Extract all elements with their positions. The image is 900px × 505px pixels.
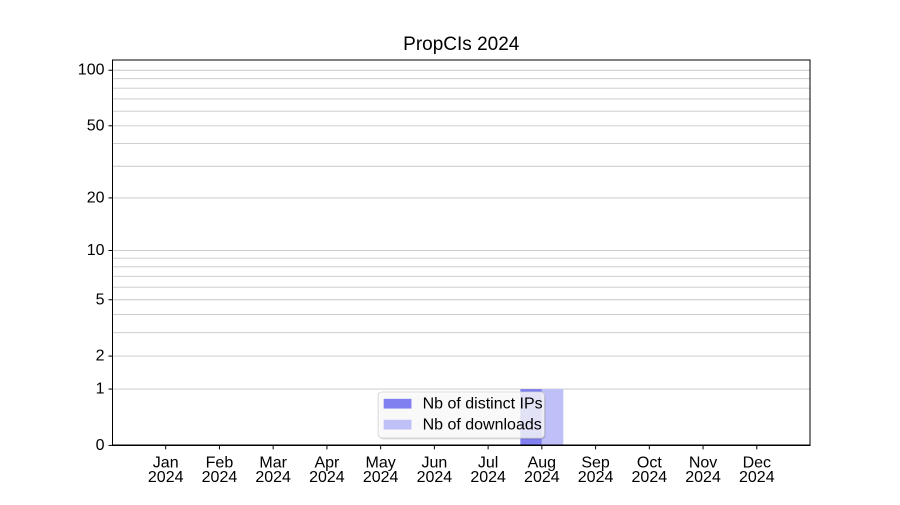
svg-text:2024: 2024 <box>148 469 184 486</box>
svg-text:2024: 2024 <box>739 469 775 486</box>
svg-text:0: 0 <box>96 437 105 454</box>
svg-text:2024: 2024 <box>202 469 238 486</box>
svg-text:5: 5 <box>96 291 105 308</box>
svg-text:Nb of distinct IPs: Nb of distinct IPs <box>423 396 543 413</box>
svg-text:10: 10 <box>87 242 105 259</box>
svg-text:2024: 2024 <box>309 469 345 486</box>
svg-text:50: 50 <box>87 117 105 134</box>
svg-text:1: 1 <box>96 381 105 398</box>
svg-text:2024: 2024 <box>685 469 721 486</box>
svg-text:PropCIs 2024: PropCIs 2024 <box>403 34 520 55</box>
svg-text:100: 100 <box>78 62 105 79</box>
svg-text:2024: 2024 <box>363 469 399 486</box>
svg-text:20: 20 <box>87 189 105 206</box>
svg-text:2024: 2024 <box>578 469 614 486</box>
svg-text:2024: 2024 <box>470 469 506 486</box>
svg-text:2024: 2024 <box>255 469 291 486</box>
svg-text:Nb of downloads: Nb of downloads <box>423 417 542 434</box>
svg-text:2024: 2024 <box>524 469 560 486</box>
svg-text:2024: 2024 <box>632 469 668 486</box>
svg-text:2: 2 <box>96 348 105 365</box>
svg-text:2024: 2024 <box>417 469 453 486</box>
